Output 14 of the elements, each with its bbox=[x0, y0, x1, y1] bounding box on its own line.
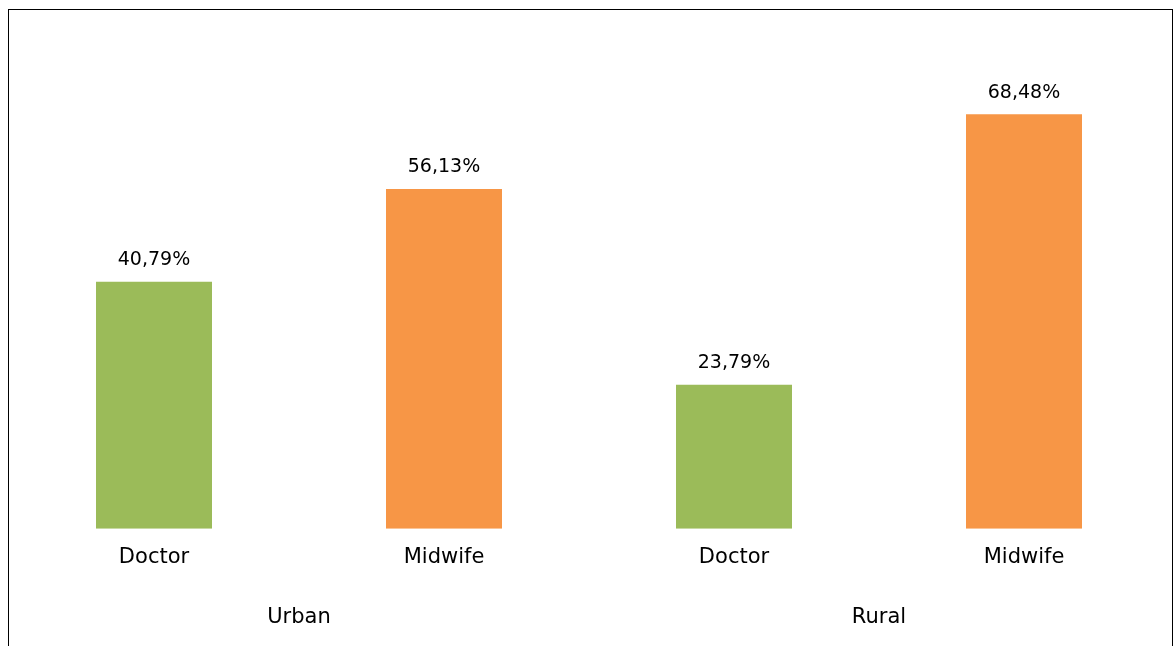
bar bbox=[386, 188, 502, 529]
x-tick-label: Doctor bbox=[698, 543, 770, 568]
text: Urban bbox=[267, 604, 331, 629]
bar bbox=[676, 384, 792, 529]
x-tick-label: Midwife bbox=[983, 543, 1065, 568]
data-label: 56,13% bbox=[407, 154, 481, 177]
x-tick-label: Midwife bbox=[403, 543, 485, 568]
data-label: 23,79% bbox=[697, 350, 771, 373]
bar bbox=[96, 281, 212, 529]
data-label: 40,79% bbox=[117, 247, 191, 270]
text: Rural bbox=[851, 604, 907, 629]
bar bbox=[966, 114, 1082, 529]
x-tick-label: Doctor bbox=[118, 543, 190, 568]
data-label: 68,48% bbox=[987, 79, 1061, 102]
